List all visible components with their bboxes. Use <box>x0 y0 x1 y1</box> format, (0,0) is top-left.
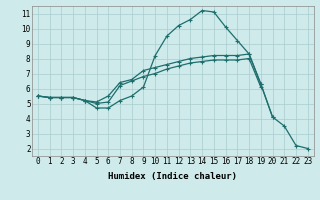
X-axis label: Humidex (Indice chaleur): Humidex (Indice chaleur) <box>108 172 237 181</box>
